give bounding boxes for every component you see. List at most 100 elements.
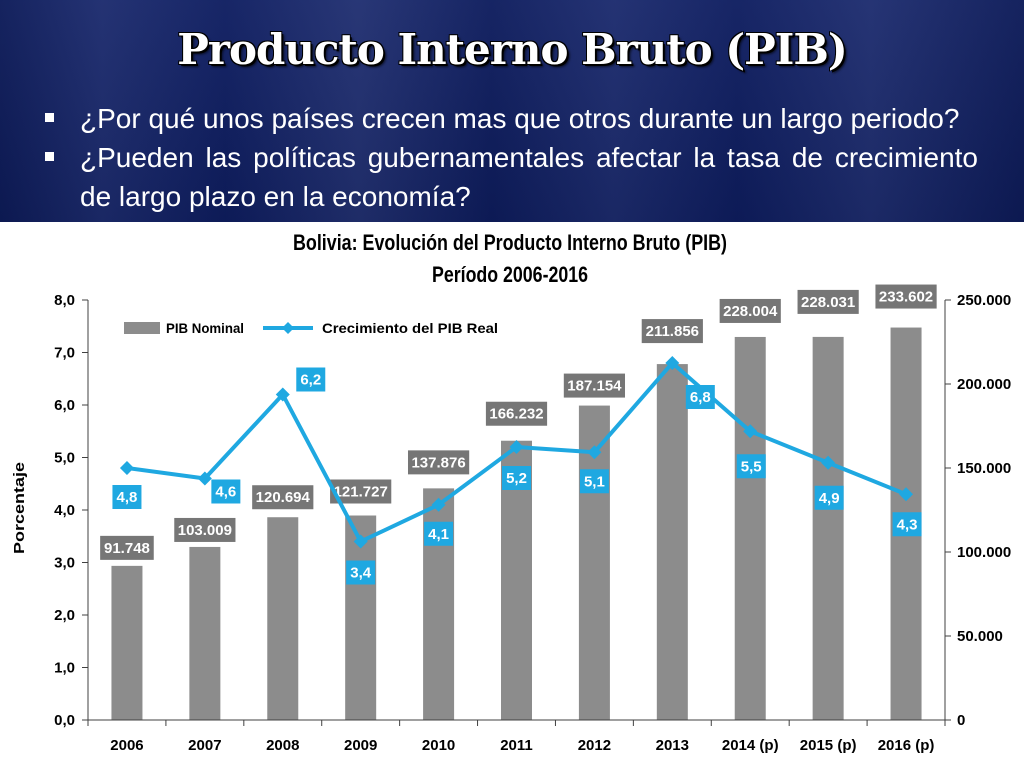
line-label-box-2015-p <box>814 485 844 510</box>
y-right-tick-label: 200.000 <box>957 376 1011 393</box>
line-label-2016-p: 4,3 <box>897 516 918 533</box>
bar-label-2006: 91.748 <box>104 540 150 557</box>
line-label-box-2013 <box>685 385 715 409</box>
x-tick-label-2010: 2010 <box>422 737 455 754</box>
x-tick-label-2013: 2013 <box>656 737 689 754</box>
line-data-labels: 4,8 4,6 6,2 3,4 4,1 5,2 5,1 6,8 5,5 4,9 4,3 <box>112 367 922 585</box>
bar-label-box-2010 <box>407 450 470 475</box>
line-point-2007 <box>197 471 212 486</box>
x-tick-label-2016-p: 2016 (p) <box>878 737 935 754</box>
bar-2013 <box>656 364 688 720</box>
slide-title: Producto Interno Bruto (PIB) <box>177 25 848 74</box>
y-right-tick-label: 100.000 <box>957 544 1011 561</box>
bar-label-2008: 120.694 <box>256 489 311 506</box>
y-left-tick-label: 1,0 <box>54 660 75 677</box>
line-label-2007: 4,6 <box>215 484 236 501</box>
bar-label-2015-p: 228.031 <box>801 294 855 311</box>
line-label-2014-p: 5,5 <box>741 458 762 475</box>
bar-label-box-2013 <box>641 319 703 344</box>
y-right-tick-label: 0 <box>957 712 965 729</box>
bar-2009 <box>345 515 377 720</box>
y-left-tick-label: 0,0 <box>54 712 75 729</box>
axes: 0,0 1,0 2,0 3,0 4,0 5,0 6,0 7,0 8,0 0 50.000 100.00… <box>54 292 1011 754</box>
line-point-2014-p <box>743 424 758 439</box>
line-label-2008: 6,2 <box>300 372 321 389</box>
line-label-box-2012 <box>579 469 609 494</box>
y-axis-label: Porcentaje <box>11 462 28 554</box>
y-left-tick-label: 5,0 <box>54 450 75 467</box>
square-bullet-icon <box>45 113 54 122</box>
bar-series-pib-nominal <box>111 327 922 720</box>
y-left-tick-label: 8,0 <box>54 292 75 309</box>
x-tick-label-2006: 2006 <box>110 737 143 754</box>
legend-swatch-bar <box>124 322 160 334</box>
line-label-box-2011 <box>502 466 531 490</box>
line-label-2015-p: 4,9 <box>819 490 840 507</box>
line-label-2013: 6,8 <box>690 389 711 406</box>
line-label-box-2007 <box>211 479 241 504</box>
chart-subtitle: Período 2006-2016 <box>432 262 588 287</box>
line-label-box-2016-p <box>892 512 922 537</box>
y-right-tick-label: 50.000 <box>957 628 1003 645</box>
legend-label-bar: PIB Nominal <box>166 320 244 336</box>
bar-label-box-2011 <box>485 401 548 426</box>
legend-label-line: Crecimiento del PIB Real <box>322 320 498 336</box>
line-series-crecimiento <box>119 356 914 549</box>
square-bullet-icon <box>45 152 54 161</box>
x-tick-label-2012: 2012 <box>578 737 611 754</box>
bar-2014-p <box>734 336 766 720</box>
x-tick-label-2008: 2008 <box>266 737 299 754</box>
bar-label-2010: 137.876 <box>411 454 465 471</box>
line-label-2006: 4,8 <box>117 489 138 506</box>
y-left-tick-label: 2,0 <box>54 607 75 624</box>
bullet-text: ¿Por qué unos países crecen mas que otro… <box>80 103 960 134</box>
y-left-tick-label: 4,0 <box>54 502 75 519</box>
bar-data-labels: 91.748 103.009 120.694 121.727 137.876 166.23… <box>100 284 937 560</box>
line-label-2010: 4,1 <box>428 526 449 543</box>
bullet-item: ¿Por qué unos países crecen mas que otro… <box>45 99 978 138</box>
bar-label-box-2006 <box>100 535 154 560</box>
bar-label-box-2016-p <box>875 284 937 309</box>
line-point-2012 <box>587 445 602 460</box>
x-tick-label-2014-p: 2014 (p) <box>722 737 779 754</box>
bar-2008 <box>267 517 299 720</box>
line-point-2010 <box>431 497 446 512</box>
slide-header: Producto Interno Bruto (PIB) ¿Por qué un… <box>0 0 1024 222</box>
line-label-2011: 5,2 <box>506 470 527 487</box>
line-point-2015-p <box>821 455 836 470</box>
bar-label-2011: 166.232 <box>489 406 543 423</box>
y-left-tick-label: 3,0 <box>54 555 75 572</box>
bar-label-2014-p: 228.004 <box>723 303 778 320</box>
chart-area: Bolivia: Evolución del Producto Interno … <box>0 222 1024 768</box>
line-label-box-2006 <box>112 485 142 509</box>
legend-diamond-marker <box>282 322 294 334</box>
line-label-2009: 3,4 <box>350 565 372 582</box>
line-label-box-2014-p <box>736 454 766 479</box>
chart-title: Bolivia: Evolución del Producto Interno … <box>293 230 727 255</box>
y-left-tick-label: 7,0 <box>54 345 75 362</box>
bar-label-2013: 211.856 <box>646 323 699 340</box>
bar-2015-p <box>812 336 844 720</box>
line-point-2011 <box>509 440 524 454</box>
x-tick-label-2007: 2007 <box>188 737 221 754</box>
line-point-2006 <box>119 461 134 475</box>
bullet-text: ¿Pueden las políticas gubernamentales af… <box>80 142 978 212</box>
y-right-tick-label: 150.000 <box>957 460 1011 477</box>
line-label-box-2008 <box>296 367 326 392</box>
line-point-2008 <box>275 387 290 402</box>
line-point-2013 <box>665 356 680 370</box>
line-point-2009 <box>353 534 368 549</box>
x-tick-label-2009: 2009 <box>344 737 377 754</box>
gdp-combo-chart: Bolivia: Evolución del Producto Interno … <box>11 230 1011 754</box>
bar-label-2007: 103.009 <box>178 522 232 539</box>
line-label-box-2009 <box>346 560 376 585</box>
bar-2007 <box>189 546 221 720</box>
line-label-2012: 5,1 <box>584 473 605 490</box>
line-label-box-2010 <box>424 521 454 546</box>
bar-label-box-2012 <box>563 373 626 398</box>
x-tick-label-2015-p: 2015 (p) <box>800 737 857 754</box>
bar-label-2012: 187.154 <box>567 378 622 395</box>
y-right-tick-label: 250.000 <box>957 292 1011 309</box>
bar-label-box-2007 <box>174 517 236 542</box>
